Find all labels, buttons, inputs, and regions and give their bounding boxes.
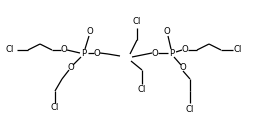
Text: O: O xyxy=(179,62,186,72)
Text: Cl: Cl xyxy=(6,46,14,55)
Text: P: P xyxy=(81,48,86,58)
Text: Cl: Cl xyxy=(185,105,194,113)
Text: Cl: Cl xyxy=(132,17,141,27)
Text: P: P xyxy=(169,48,174,58)
Text: O: O xyxy=(86,27,93,35)
Text: Cl: Cl xyxy=(137,86,146,94)
Text: O: O xyxy=(67,62,74,72)
Text: Cl: Cl xyxy=(233,46,241,55)
Text: Cl: Cl xyxy=(51,104,59,112)
Text: O: O xyxy=(181,46,188,55)
Text: O: O xyxy=(60,46,67,55)
Text: O: O xyxy=(151,48,158,58)
Text: O: O xyxy=(93,48,100,58)
Text: O: O xyxy=(163,27,170,35)
